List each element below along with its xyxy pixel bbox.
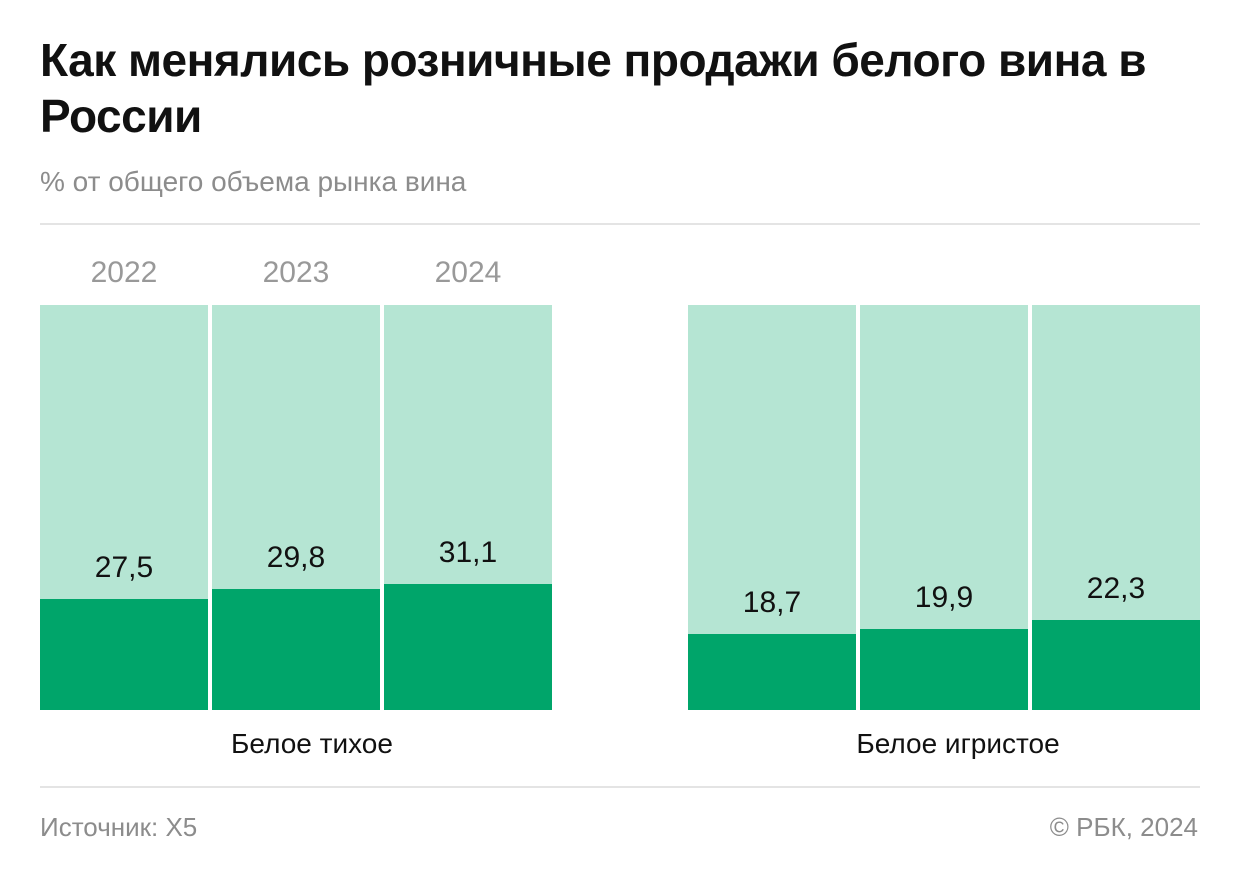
bar-1-2022: 18,7 [688, 305, 856, 710]
year-label-2024: 2024 [434, 256, 502, 289]
top-divider [40, 223, 1200, 225]
bar-share [384, 584, 552, 710]
bar-share [212, 589, 380, 710]
value-label: 22,3 [1086, 571, 1146, 605]
bar-share [688, 634, 856, 710]
value-label: 27,5 [94, 550, 154, 584]
bottom-divider [40, 786, 1200, 788]
bar-1-2023: 19,9 [860, 305, 1028, 710]
year-label-2022: 2022 [90, 256, 158, 289]
bar-0-2024: 31,1 [384, 305, 552, 710]
bar-share [860, 629, 1028, 710]
group-label-1: Белое игристое [856, 728, 1060, 759]
value-label: 18,7 [742, 586, 802, 620]
value-label: 31,1 [438, 536, 498, 570]
group-label-0: Белое тихое [231, 728, 393, 759]
bar-0-2023: 29,8 [212, 305, 380, 710]
bar-1-2024: 22,3 [1032, 305, 1200, 710]
bar-0-2022: 27,5 [40, 305, 208, 710]
source-note: Источник: X5 [40, 812, 198, 842]
value-label: 29,8 [266, 541, 326, 575]
chart-title: Как менялись розничные продажи белого ви… [40, 34, 1147, 142]
chart-subtitle: % от общего объема рынка вина [40, 166, 467, 197]
year-label-2023: 2023 [262, 256, 330, 289]
bar-share [40, 598, 208, 710]
bar-share [1032, 619, 1200, 710]
value-label: 19,9 [914, 581, 974, 615]
copyright: © РБК, 2024 [1049, 812, 1198, 842]
